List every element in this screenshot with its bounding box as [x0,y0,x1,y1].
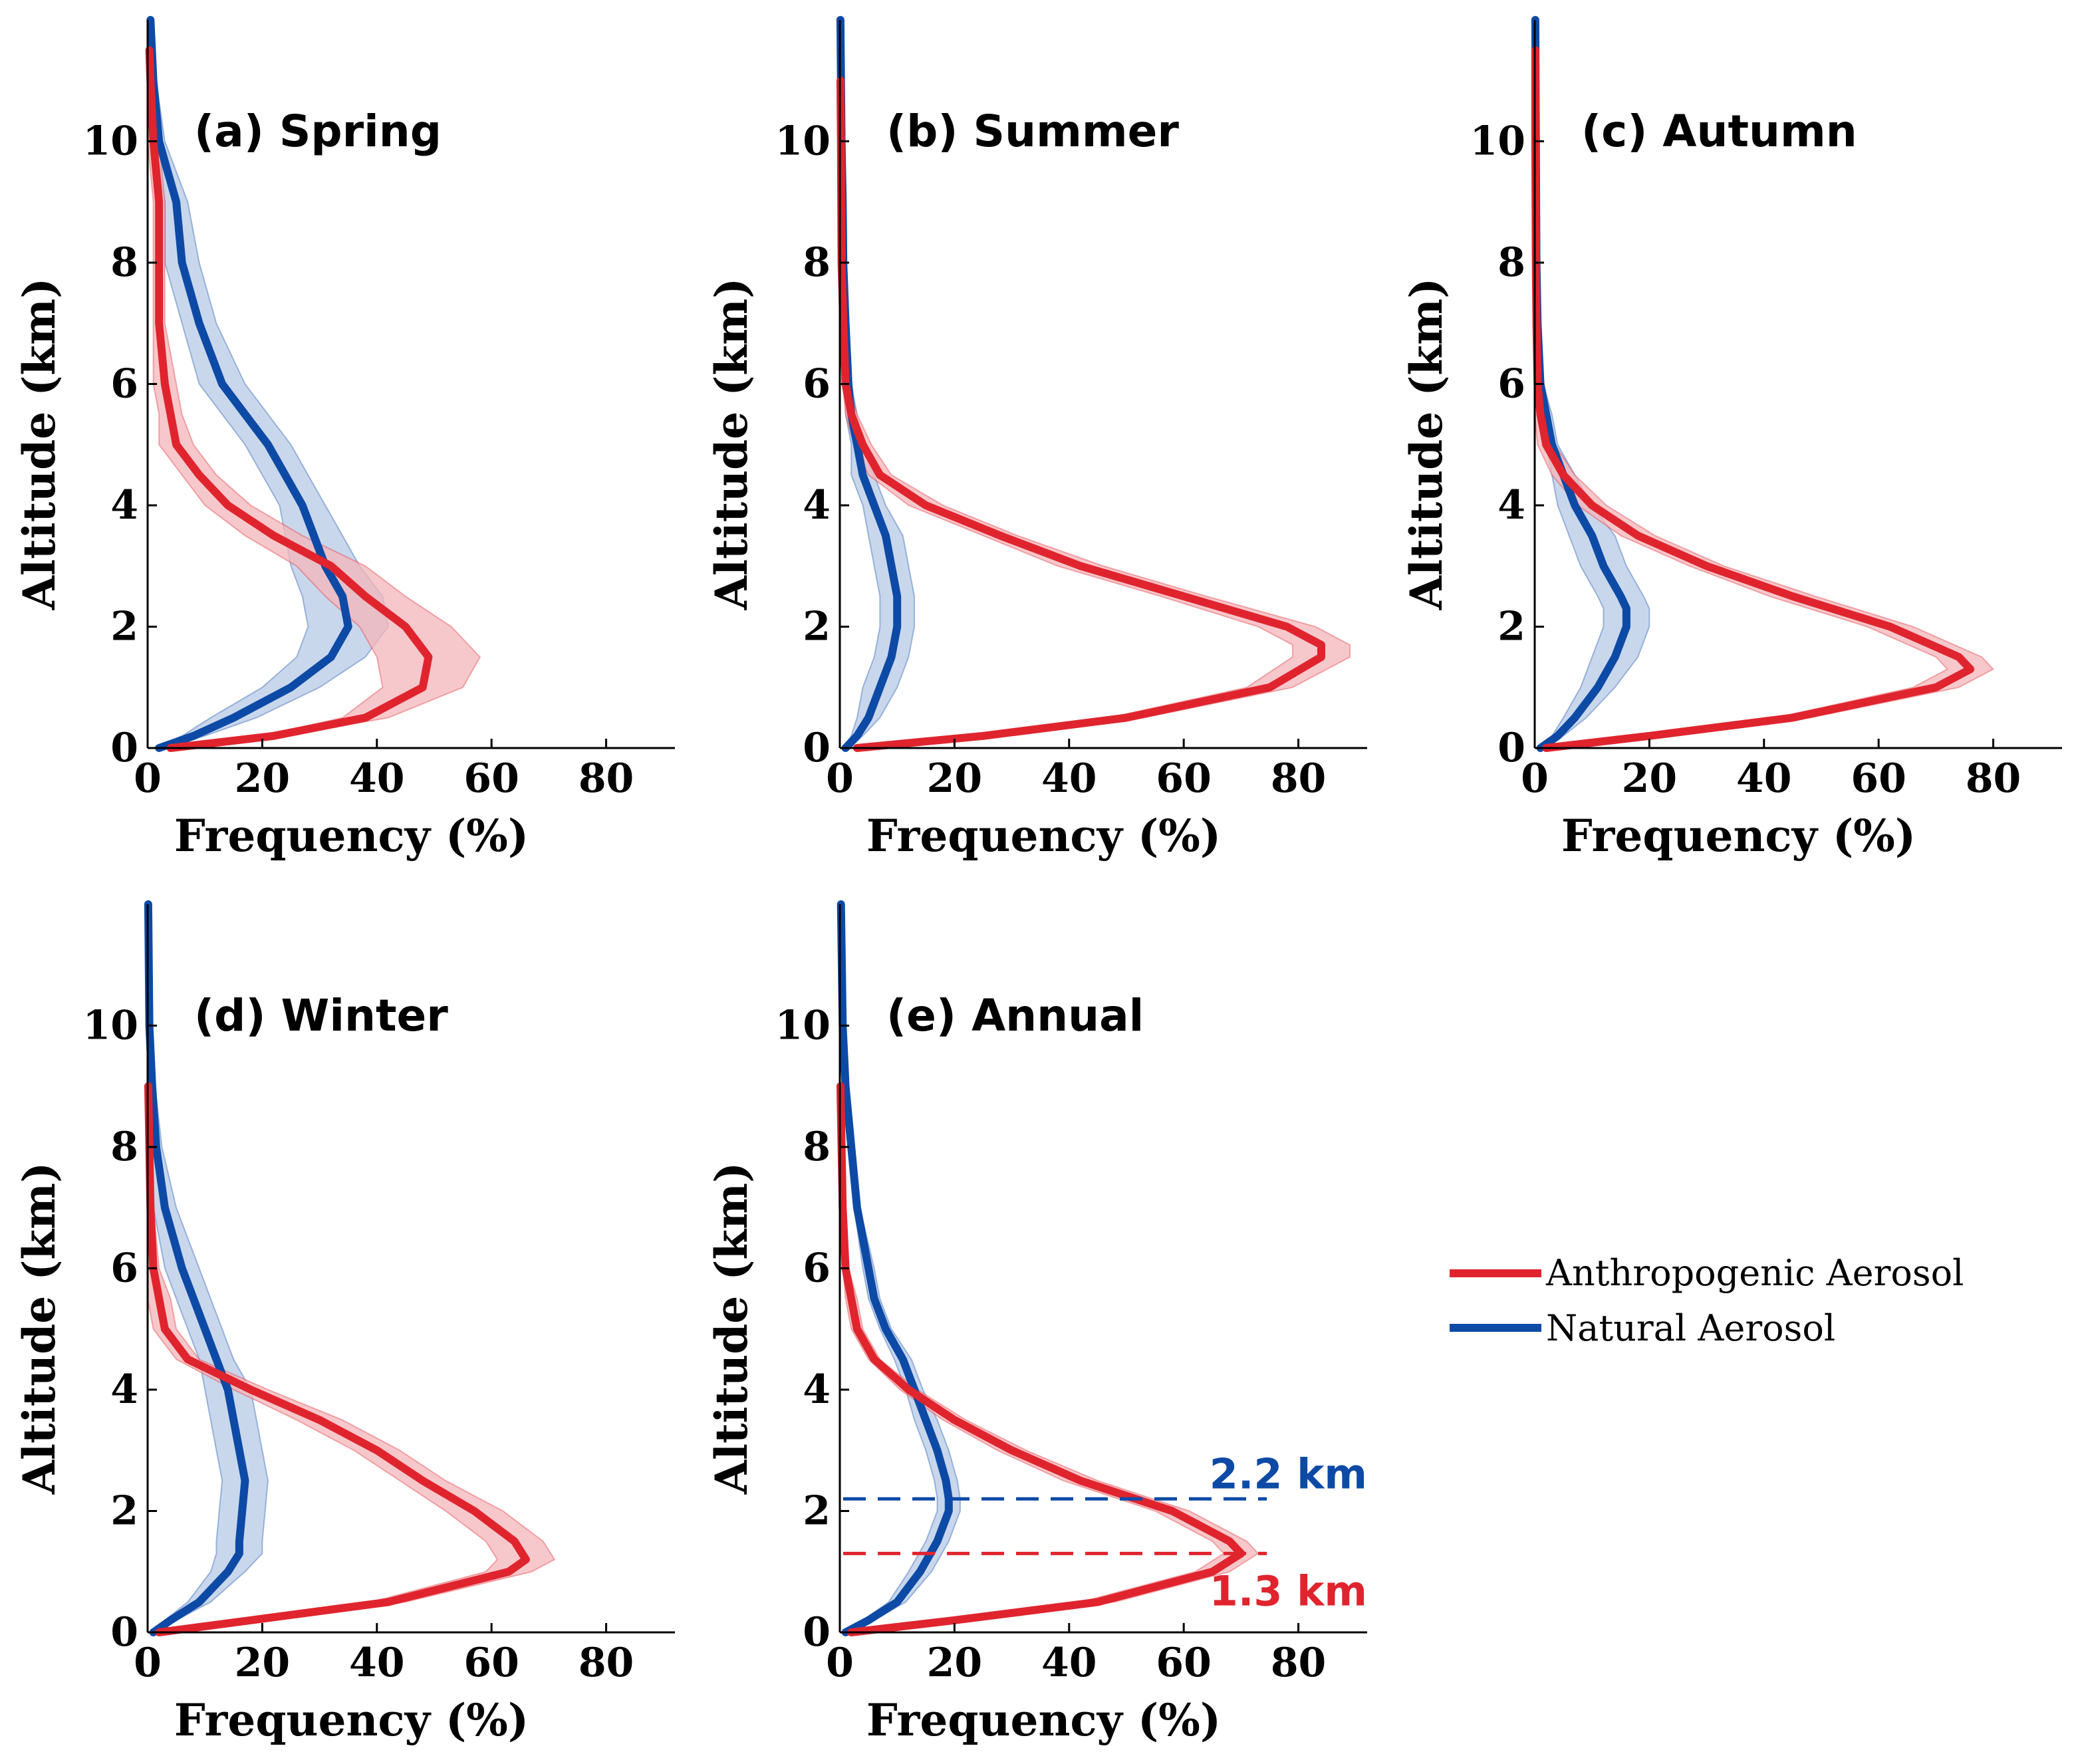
annotation-label-natural: 2.2 km [1210,1449,1367,1498]
x-tick-label: 20 [927,1640,983,1686]
x-tick-label: 80 [1271,755,1327,802]
y-tick-label: 8 [803,1124,831,1170]
y-tick-label: 6 [1497,361,1525,408]
panel-title: (d) Winter [194,990,448,1041]
x-tick-label: 60 [1156,755,1212,802]
panel-b: 0 20 40 60 80 0 2 4 6 8 10 Frequency (%) Altitude (k… [706,16,1367,862]
y-tick-label: 10 [83,1003,139,1049]
y-axis-label: Altitude (km) [13,278,65,610]
x-tick-label: 60 [463,755,519,802]
y-tick-label: 4 [803,482,831,529]
x-tick-label: 20 [235,1640,291,1686]
x-tick-label: 40 [349,1640,405,1686]
anthropogenic-line-e [836,1082,1245,1636]
panel-a: 0 20 40 60 80 0 2 4 6 8 10 Frequency (%) Altitude (k… [13,16,675,862]
x-tick-label: 0 [134,1640,162,1686]
y-tick-label: 10 [1470,118,1526,165]
anthropogenic-line-c [1531,46,1975,752]
y-tick-label: 2 [803,604,831,650]
natural-line-e [837,900,953,1636]
x-tick-label: 20 [1622,755,1678,802]
legend: Anthropogenic Aerosol Natural Aerosol [1450,1252,1964,1349]
x-tick-label: 0 [134,755,162,802]
y-tick-label: 4 [803,1366,831,1413]
x-tick-label: 60 [1851,755,1906,802]
y-tick-label: 0 [110,725,138,771]
y-tick-label: 2 [110,604,138,650]
natural-line-a [146,16,352,752]
y-tick-label: 0 [803,1609,831,1656]
panel-title: (a) Spring [194,106,442,157]
x-tick-label: 80 [1966,755,2021,802]
y-tick-label: 6 [110,1245,138,1292]
panel-title: (e) Annual [886,990,1144,1041]
y-tick-label: 2 [110,1488,138,1535]
y-axis-label: Altitude (km) [706,1162,757,1495]
y-axis-label: Altitude (km) [706,278,757,610]
panel-title: (b) Summer [886,106,1179,157]
panel-e: 2.2 km 1.3 km 0 20 40 60 80 0 2 4 6 8 10 Frequency (%… [706,900,1367,1746]
y-tick-label: 8 [110,1124,138,1170]
y-tick-label: 10 [83,118,139,165]
legend-label-natural: Natural Aerosol [1546,1307,1835,1349]
panel-title: (c) Autumn [1581,106,1857,157]
anthropogenic-band-b [839,80,1351,749]
y-tick-label: 8 [110,239,138,286]
x-tick-label: 80 [579,1640,634,1686]
x-tick-label: 20 [927,755,983,802]
x-tick-label: 0 [826,755,854,802]
x-tick-label: 80 [579,755,634,802]
y-tick-label: 2 [1497,604,1525,650]
y-tick-label: 10 [775,118,831,165]
x-axis-label: Frequency (%) [866,1694,1221,1746]
y-tick-label: 10 [775,1003,831,1049]
y-tick-label: 4 [110,482,138,529]
y-axis-label: Altitude (km) [1400,278,1452,610]
x-tick-label: 0 [826,1640,854,1686]
y-tick-label: 8 [1497,239,1525,286]
y-tick-label: 6 [803,1245,831,1292]
x-tick-label: 20 [235,755,291,802]
x-axis-label: Frequency (%) [1561,810,1916,862]
x-axis-label: Frequency (%) [174,810,529,862]
annotation-label-anthropogenic: 1.3 km [1210,1567,1367,1615]
y-tick-label: 2 [803,1488,831,1535]
x-tick-label: 40 [1736,755,1792,802]
y-tick-label: 0 [803,725,831,771]
y-tick-label: 8 [803,239,831,286]
legend-label-anthropogenic: Anthropogenic Aerosol [1545,1252,1964,1294]
y-axis-label: Altitude (km) [13,1162,65,1495]
x-tick-label: 40 [349,755,405,802]
x-tick-label: 40 [1041,1640,1097,1686]
y-tick-label: 0 [110,1609,138,1656]
y-tick-label: 6 [803,361,831,408]
y-tick-label: 4 [110,1366,138,1413]
x-tick-label: 0 [1521,755,1549,802]
anthropogenic-line-b [836,76,1325,752]
y-tick-label: 6 [110,361,138,408]
y-tick-label: 4 [1497,482,1525,529]
x-axis-label: Frequency (%) [866,810,1221,862]
y-tick-label: 0 [1497,725,1525,771]
x-tick-label: 40 [1041,755,1097,802]
x-tick-label: 60 [1156,1640,1212,1686]
x-tick-label: 60 [463,1640,519,1686]
panel-d: 0 20 40 60 80 0 2 4 6 8 10 Frequency (%) Altitude (k… [13,900,675,1746]
natural-line-d [144,900,249,1636]
x-axis-label: Frequency (%) [174,1694,529,1746]
x-tick-label: 80 [1271,1640,1327,1686]
anthropogenic-line-d [144,1082,530,1636]
panel-c: 0 20 40 60 80 0 2 4 6 8 10 Frequency (%) Altitude (k… [1400,16,2062,862]
anthropogenic-line-a [145,46,433,752]
